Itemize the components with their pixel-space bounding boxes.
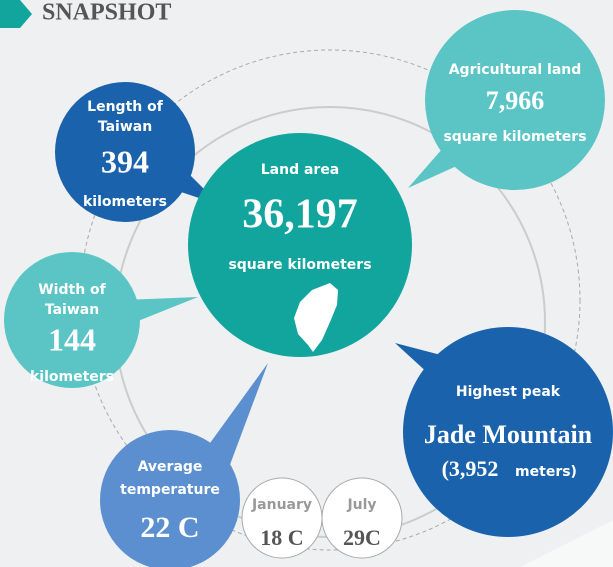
taiwan-map (294, 283, 338, 352)
bubble-length (55, 82, 195, 222)
label: Width of (38, 282, 106, 298)
value: 22 C (140, 511, 199, 544)
bubble-temperature (100, 430, 240, 567)
value: 18 C (260, 525, 303, 550)
bubble-tail (205, 363, 268, 470)
bubble-agricultural (425, 10, 605, 190)
unit: square kilometers (228, 257, 371, 273)
label: Length of (87, 99, 164, 115)
label: July (346, 497, 376, 513)
label: Taiwan (45, 302, 99, 318)
label: Taiwan (98, 119, 152, 135)
value: 7,966 (486, 86, 545, 115)
value: 144 (48, 321, 96, 357)
value: Jade Mountain (424, 420, 593, 449)
bubble-width (4, 252, 140, 388)
bubble-land-area (188, 133, 412, 357)
value: 36,197 (242, 192, 358, 238)
title-arrow (0, 0, 32, 28)
label: Land area (261, 162, 340, 178)
label: January (251, 497, 312, 513)
bubble-peak (403, 327, 613, 537)
label: Highest peak (456, 384, 561, 400)
value: 394 (101, 143, 149, 179)
unit: kilometers (30, 369, 114, 385)
bubble-tail (125, 297, 198, 325)
label: Average (138, 459, 203, 475)
corner-decoration (520, 520, 613, 567)
label: Agricultural land (449, 62, 582, 78)
unit: meters) (515, 464, 577, 480)
value: 29C (343, 525, 381, 550)
title: SNAPSHOT (42, 0, 171, 26)
height: (3,952 (442, 456, 499, 481)
unit: kilometers (83, 194, 167, 210)
bubble-july (321, 477, 403, 559)
unit: square kilometers (443, 129, 586, 145)
label: temperature (120, 482, 220, 498)
